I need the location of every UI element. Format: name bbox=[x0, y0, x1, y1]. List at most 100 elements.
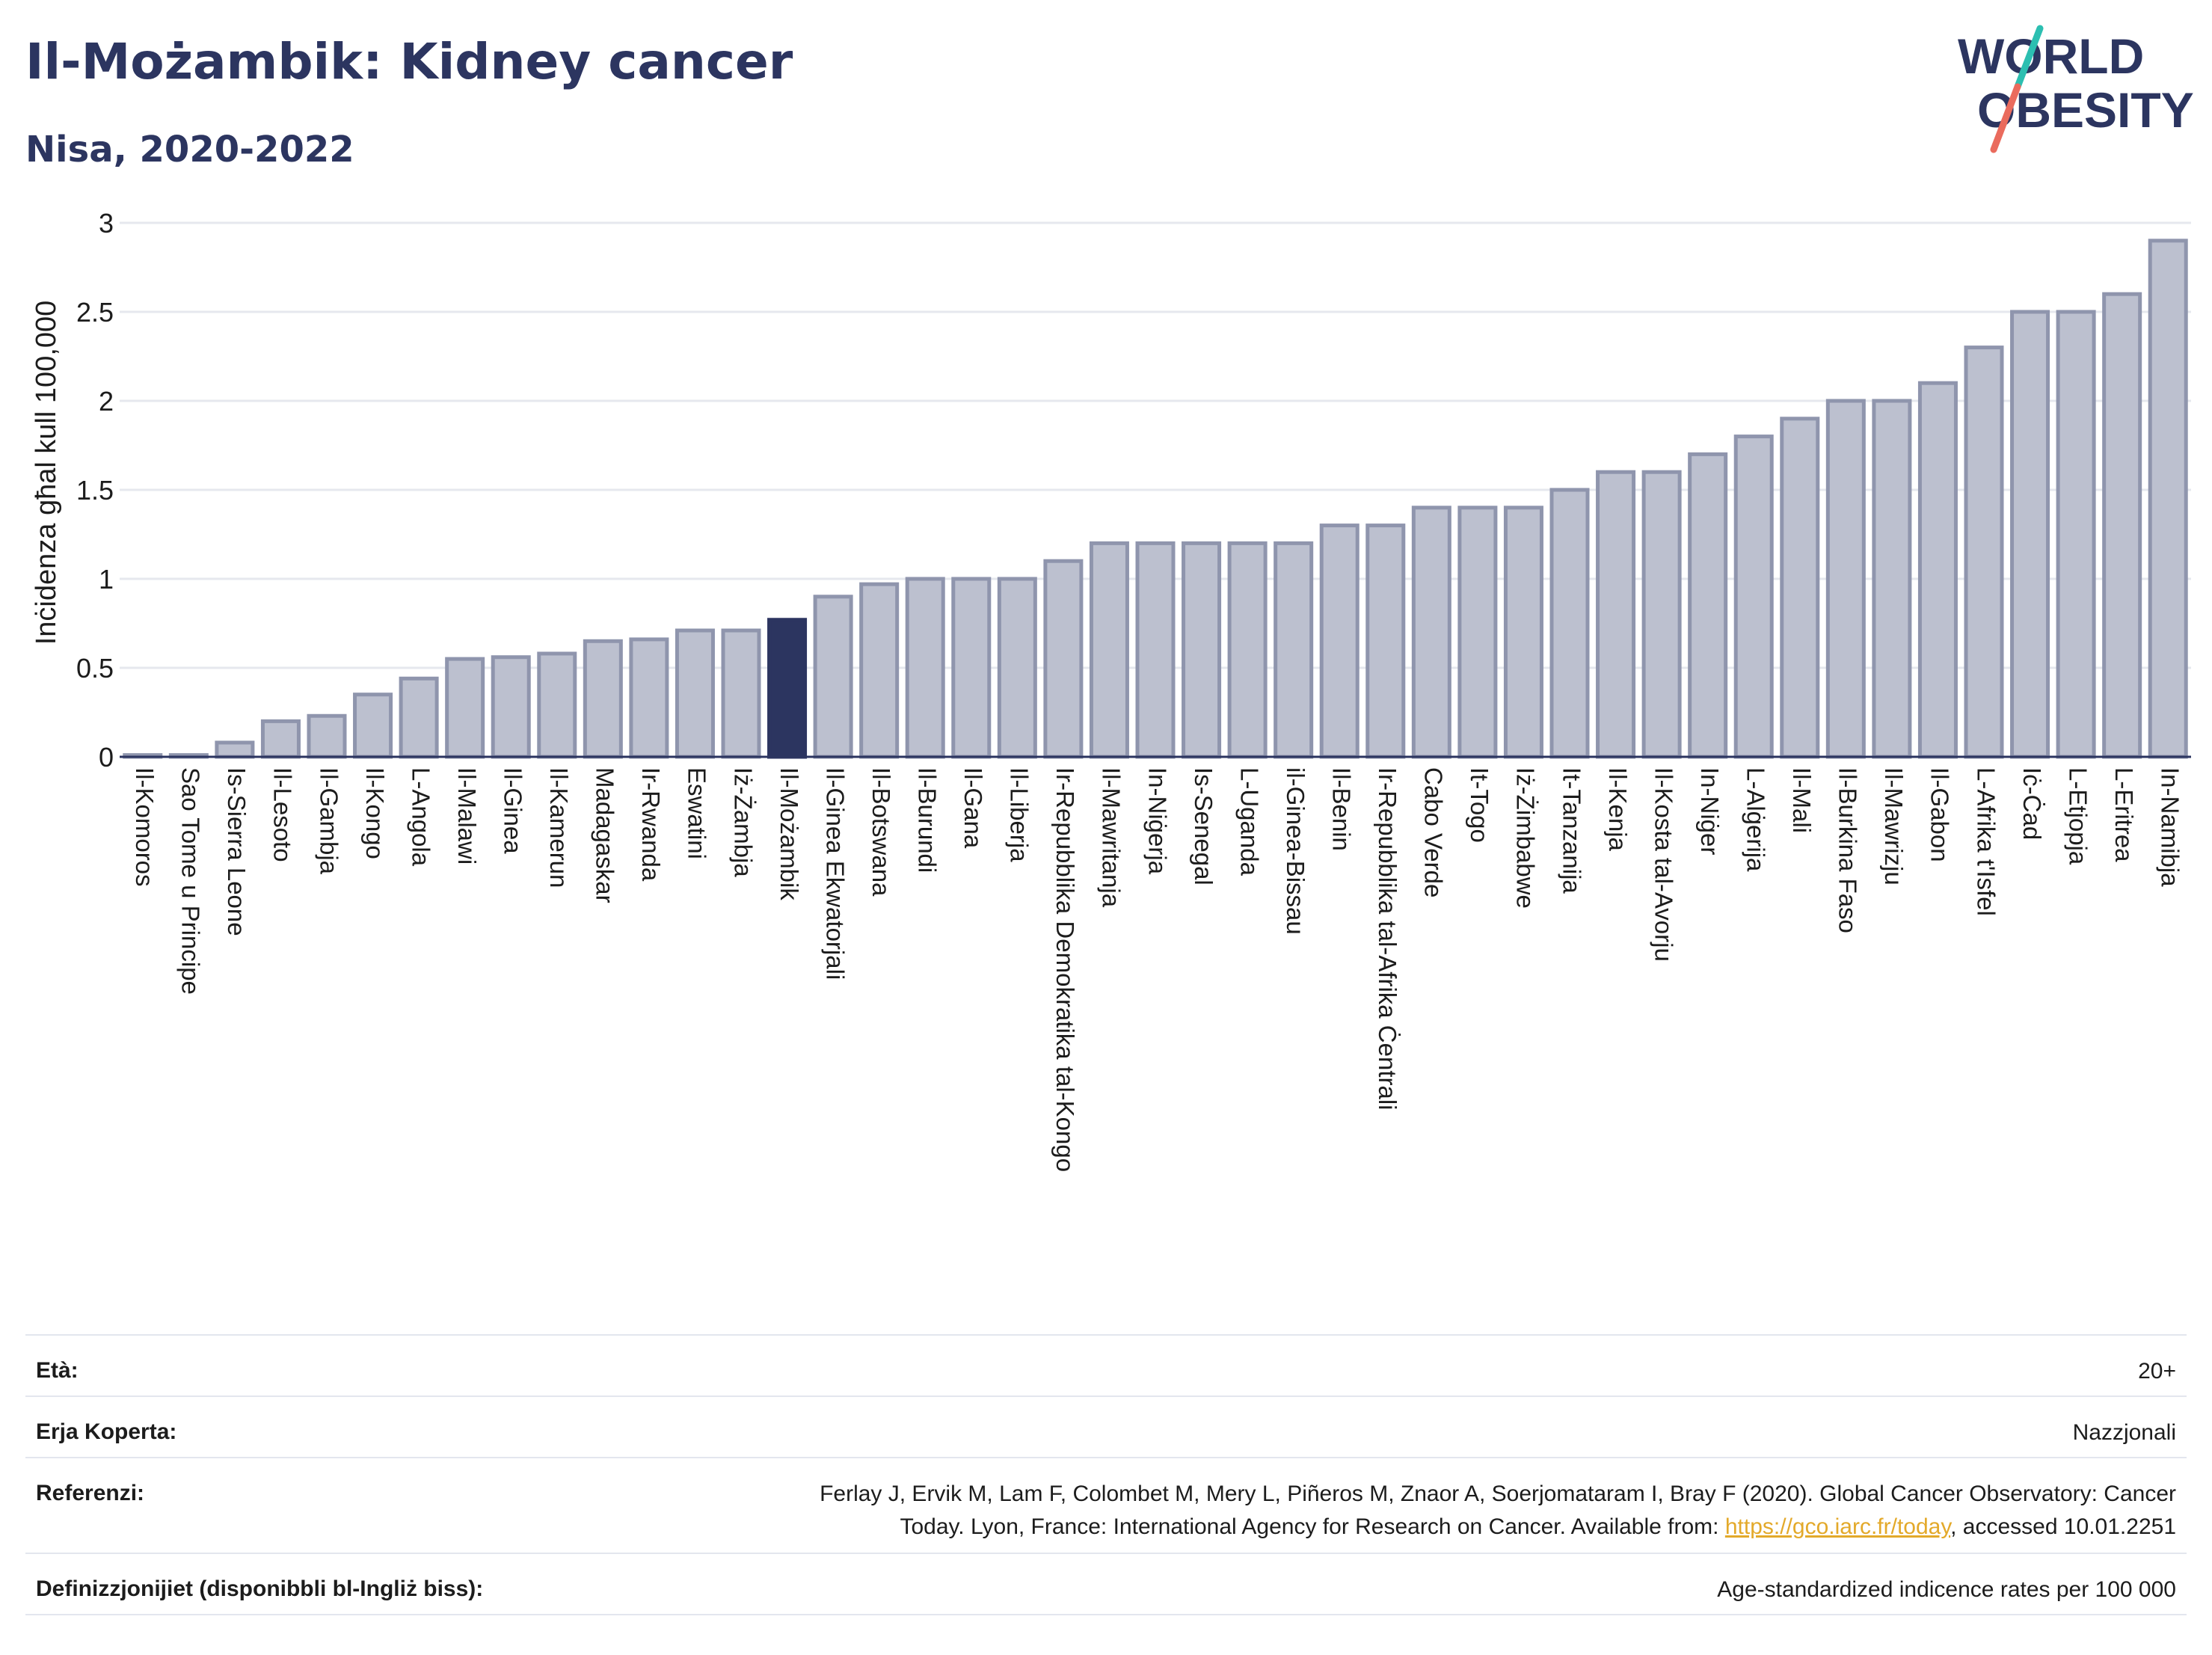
x-tick-label: Il-Możambik bbox=[775, 767, 803, 900]
x-tick-label: Il-Liberja bbox=[1006, 767, 1033, 862]
bar bbox=[1688, 452, 1728, 759]
y-tick-label: 0.5 bbox=[76, 653, 114, 684]
x-tick-label: L-Etjopja bbox=[2064, 767, 2092, 865]
bar bbox=[997, 577, 1037, 759]
logo-text-world: WORLD bbox=[1958, 28, 2144, 84]
x-tick-label: Ir-Repubblika Demokratika tal-Kongo bbox=[1051, 767, 1079, 1172]
x-tick-label: Ir-Repubblika tal-Afrika Ċentrali bbox=[1374, 767, 1401, 1111]
x-tick-label: Il-Malawi bbox=[453, 767, 481, 865]
bar bbox=[1641, 470, 1682, 759]
x-tick-label: Il-Kosta tal-Avorju bbox=[1650, 767, 1677, 962]
bar bbox=[1043, 559, 1084, 759]
bar bbox=[1227, 541, 1268, 759]
bar bbox=[1365, 523, 1406, 759]
y-tick-label: 2.5 bbox=[76, 297, 114, 328]
x-tick-label: Il-Gambja bbox=[315, 767, 342, 875]
x-tick-label: It-Tanzanija bbox=[1558, 767, 1585, 894]
bar bbox=[1457, 506, 1498, 759]
bar bbox=[1135, 541, 1176, 759]
x-tick-label: Madagaskar bbox=[592, 767, 619, 903]
definitions-label: Definizzjonijiet (disponibbli bl-Ingliż … bbox=[36, 1576, 484, 1601]
bar bbox=[1549, 488, 1590, 759]
x-tick-label: Il-Komoros bbox=[131, 767, 159, 887]
y-tick-label: 0 bbox=[99, 742, 114, 773]
bar bbox=[1274, 541, 1314, 759]
x-tick-label: In-Niġer bbox=[1696, 767, 1724, 855]
bar bbox=[353, 693, 393, 759]
references-value: Ferlay J, Ervik M, Lam F, Colombet M, Me… bbox=[820, 1478, 2176, 1544]
references-line-1: Ferlay J, Ervik M, Lam F, Colombet M, Me… bbox=[820, 1481, 2176, 1506]
y-axis-title: Inċidenza għal kull 100,000 bbox=[31, 301, 62, 645]
bar bbox=[859, 582, 900, 759]
bar bbox=[1182, 541, 1222, 759]
x-tick-label: L-Alġerija bbox=[1742, 767, 1770, 872]
x-tick-label: In-Namibja bbox=[2157, 767, 2184, 887]
x-tick-label: Il-Gabon bbox=[1926, 767, 1954, 862]
world-obesity-logo: WORLD OBESITY bbox=[1958, 25, 2194, 153]
bar bbox=[1503, 506, 1543, 759]
bar bbox=[1964, 346, 2004, 759]
bar bbox=[2148, 239, 2188, 759]
x-tick-label: Il-Mawrizju bbox=[1880, 767, 1908, 885]
bar bbox=[1089, 541, 1129, 759]
references-line-2-text: Today. Lyon, France: International Agenc… bbox=[900, 1514, 1725, 1539]
x-tick-label: Iż-Żimbabwe bbox=[1512, 767, 1540, 909]
x-tick-label: Sao Tome u Principe bbox=[177, 767, 205, 995]
x-tick-label: L-Eritrea bbox=[2110, 767, 2138, 862]
bar bbox=[491, 655, 531, 759]
x-tick-label: Il-Ginea Ekwatorjali bbox=[821, 767, 849, 980]
references-line-2: Today. Lyon, France: International Agenc… bbox=[820, 1511, 2176, 1544]
definitions-value: Age-standardized indicence rates per 100… bbox=[1717, 1577, 2176, 1602]
info-bottom-rule bbox=[25, 1614, 2187, 1615]
logo-slash-teal bbox=[2014, 25, 2044, 90]
references-label: Referenzi: bbox=[36, 1481, 145, 1505]
bar bbox=[583, 639, 623, 759]
x-tick-label: Cabo Verde bbox=[1420, 767, 1448, 897]
x-tick-label: Is-Sierra Leone bbox=[223, 767, 251, 936]
references-link[interactable]: https://gco.iarc.fr/today bbox=[1724, 1514, 1951, 1539]
x-tick-label: Il-Ginea bbox=[500, 767, 527, 854]
y-tick-labels: 0 0.5 1 1.5 2 2.5 3 bbox=[76, 208, 114, 773]
info-row-age: Età: 20+ bbox=[25, 1334, 2187, 1397]
x-tick-label: Il-Lesoto bbox=[269, 767, 297, 862]
bar bbox=[445, 657, 485, 759]
y-tick-label: 1.5 bbox=[76, 475, 114, 506]
chart-subtitle: Nisa, 2020-2022 bbox=[25, 129, 354, 171]
x-tick-label: Il-Benin bbox=[1328, 767, 1356, 851]
bar bbox=[537, 651, 577, 759]
info-table: Età: 20+ Erja Koperta: Nazzjonali Refere… bbox=[25, 1334, 2187, 1633]
bars-layer bbox=[120, 239, 2191, 759]
bar bbox=[813, 595, 853, 759]
bar bbox=[1411, 506, 1451, 759]
bar bbox=[1825, 399, 1866, 759]
x-tick-label: L-Afrika t'Isfel bbox=[1972, 767, 2000, 916]
coverage-value: Nazzjonali bbox=[2072, 1420, 2176, 1445]
x-tick-label: L-Uganda bbox=[1235, 767, 1263, 876]
x-tick-label: il-Ginea-Bissau bbox=[1282, 767, 1309, 935]
bar bbox=[1917, 381, 1958, 759]
x-tick-label: Iż-Żambja bbox=[729, 767, 757, 877]
bar bbox=[951, 577, 992, 759]
bar bbox=[2010, 310, 2050, 759]
info-row-references: Referenzi: Ferlay J, Ervik M, Lam F, Col… bbox=[25, 1457, 2187, 1554]
bar bbox=[721, 628, 761, 759]
x-tick-labels: Il-Komoros Sao Tome u Principe Is-Sierra L… bbox=[131, 767, 2184, 1172]
bar bbox=[629, 637, 669, 759]
bar bbox=[399, 676, 439, 759]
x-tick-label: Il-Mawritanja bbox=[1098, 767, 1125, 908]
x-tick-label: Il-Burkina Faso bbox=[1834, 767, 1862, 933]
x-tick-label: It-Togo bbox=[1466, 767, 1493, 843]
age-label: Età: bbox=[36, 1358, 79, 1383]
x-tick-label: Il-Kamerun bbox=[545, 767, 573, 888]
bar bbox=[1733, 435, 1774, 759]
x-tick-label: Il-Kenja bbox=[1604, 767, 1632, 852]
y-tick-label: 1 bbox=[99, 564, 114, 595]
bar bbox=[307, 713, 347, 759]
bar bbox=[1872, 399, 1912, 759]
info-row-definitions: Definizzjonijiet (disponibbli bl-Ingliż … bbox=[25, 1553, 2187, 1615]
bar bbox=[905, 577, 945, 759]
y-tick-label: 2 bbox=[99, 386, 114, 417]
bar-chart: Il-Komoros Sao Tome u Principe Is-Sierra L… bbox=[31, 208, 2191, 1172]
logo-slash-coral bbox=[1990, 83, 2021, 153]
x-tick-label: Il-Gana bbox=[959, 767, 987, 849]
